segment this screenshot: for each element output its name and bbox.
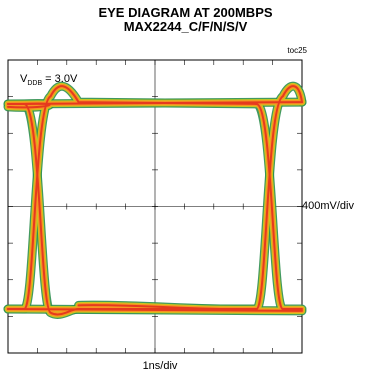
x-axis-scale-text: 1ns/div xyxy=(142,360,178,372)
chart-title: EYE DIAGRAM AT 200MBPS MAX2244_C/F/N/S/V xyxy=(0,6,371,34)
trace-core-5 xyxy=(7,102,51,109)
annotation-subscript: DDB xyxy=(27,80,43,88)
y-axis-scale-label: 400mV/div xyxy=(302,200,354,212)
x-axis-scale-label: 1ns/div xyxy=(0,360,310,372)
trace-core-6 xyxy=(77,304,258,311)
trace-core-3 xyxy=(7,85,303,311)
figure-id: toc25 xyxy=(287,46,307,55)
title-line-2: MAX2244_C/F/N/S/V xyxy=(123,19,248,34)
supply-voltage-annotation: VDDB = 3.0V xyxy=(20,73,77,87)
annotation-prefix: V xyxy=(20,73,28,85)
trace-core-4 xyxy=(7,85,303,316)
annotation-suffix: = 3.0V xyxy=(42,73,78,85)
title-line-1: EYE DIAGRAM AT 200MBPS xyxy=(98,5,273,20)
